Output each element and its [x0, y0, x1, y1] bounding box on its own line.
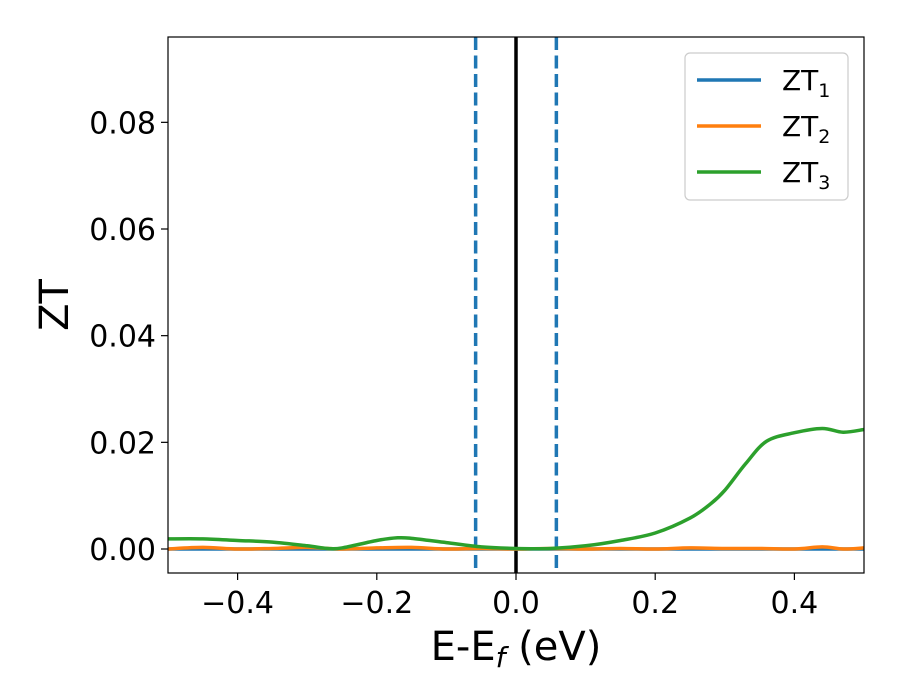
x-axis-label-unit: (eV) [505, 624, 601, 670]
x-tick-label: −0.2 [340, 586, 413, 621]
y-tick-label: 0.08 [89, 106, 156, 141]
vertical-reference-lines [473, 37, 559, 573]
series-line-3 [168, 426, 864, 551]
series-layer [168, 426, 864, 551]
legend-label-2: ZT2 [782, 110, 830, 148]
y-tick-label: 0.02 [89, 426, 156, 461]
x-axis-label-main: E-E [431, 624, 496, 670]
legend-box [684, 52, 849, 201]
legend: ZT1 ZT2 ZT3 [684, 52, 849, 201]
x-axis: −0.4 −0.2 0.0 0.2 0.4 [201, 573, 818, 621]
legend-label-3: ZT3 [782, 156, 830, 194]
x-tick-label: 0.4 [771, 586, 819, 621]
x-axis-label: E-Ef (eV) [431, 624, 602, 674]
y-axis: 0.00 0.02 0.04 0.06 0.08 [89, 106, 168, 568]
y-axis-label: ZT [32, 279, 78, 331]
y-tick-label: 0.06 [89, 213, 156, 248]
y-tick-label: 0.04 [89, 320, 156, 355]
x-tick-label: −0.4 [201, 586, 274, 621]
x-tick-label: 0.2 [631, 586, 679, 621]
x-tick-label: 0.0 [492, 586, 540, 621]
legend-label-1: ZT1 [782, 64, 830, 102]
y-tick-label: 0.00 [89, 533, 156, 568]
